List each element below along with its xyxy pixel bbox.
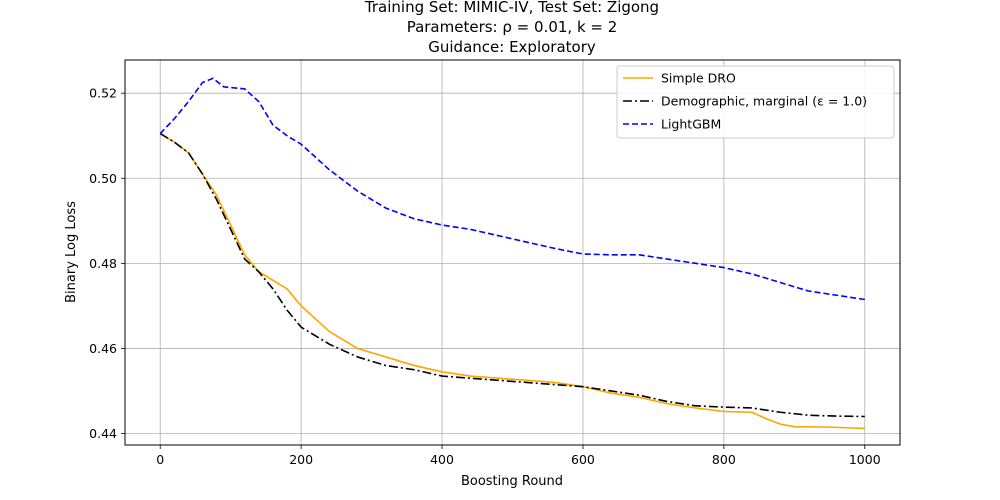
title-line-3: Guidance: Exploratory [428, 38, 596, 56]
x-tick-label: 800 [712, 452, 736, 467]
legend-entry: LightGBM [661, 117, 721, 132]
legend: Simple DRO Demographic, marginal (ε = 1.0… [616, 65, 895, 139]
x-axis-label: Boosting Round [461, 474, 563, 489]
series-line [159, 77, 865, 301]
x-tick-label: 400 [430, 452, 454, 467]
title-line-1: Training Set: MIMIC-IV, Test Set: Zigong [364, 0, 659, 16]
y-tick-label: 0.46 [89, 341, 117, 356]
plot-frame [124, 59, 901, 446]
legend-entry: Demographic, marginal (ε = 1.0) [661, 94, 867, 109]
y-axis-label: Binary Log Loss [64, 201, 79, 303]
y-tick-label: 0.52 [89, 86, 117, 101]
ticks: 0 200 400 600 800 1000 0.44 0.46 0.48 0.50 0.52 [89, 86, 881, 467]
x-tick-label: 600 [571, 452, 595, 467]
y-tick-label: 0.48 [89, 256, 117, 271]
series-layer [159, 77, 865, 430]
title-line-2: Parameters: ρ = 0.01, k = 2 [407, 18, 618, 36]
legend-entry: Simple DRO [661, 71, 736, 86]
x-tick-label: 1000 [849, 452, 881, 467]
x-tick-label: 0 [156, 452, 164, 467]
legend-box [616, 65, 895, 139]
y-tick-label: 0.50 [89, 171, 117, 186]
series-line [159, 132, 865, 418]
y-tick-label: 0.44 [89, 426, 117, 441]
x-tick-label: 200 [289, 452, 313, 467]
series-line [159, 132, 865, 430]
chart-title: Training Set: MIMIC-IV, Test Set: Zigong… [364, 0, 659, 56]
